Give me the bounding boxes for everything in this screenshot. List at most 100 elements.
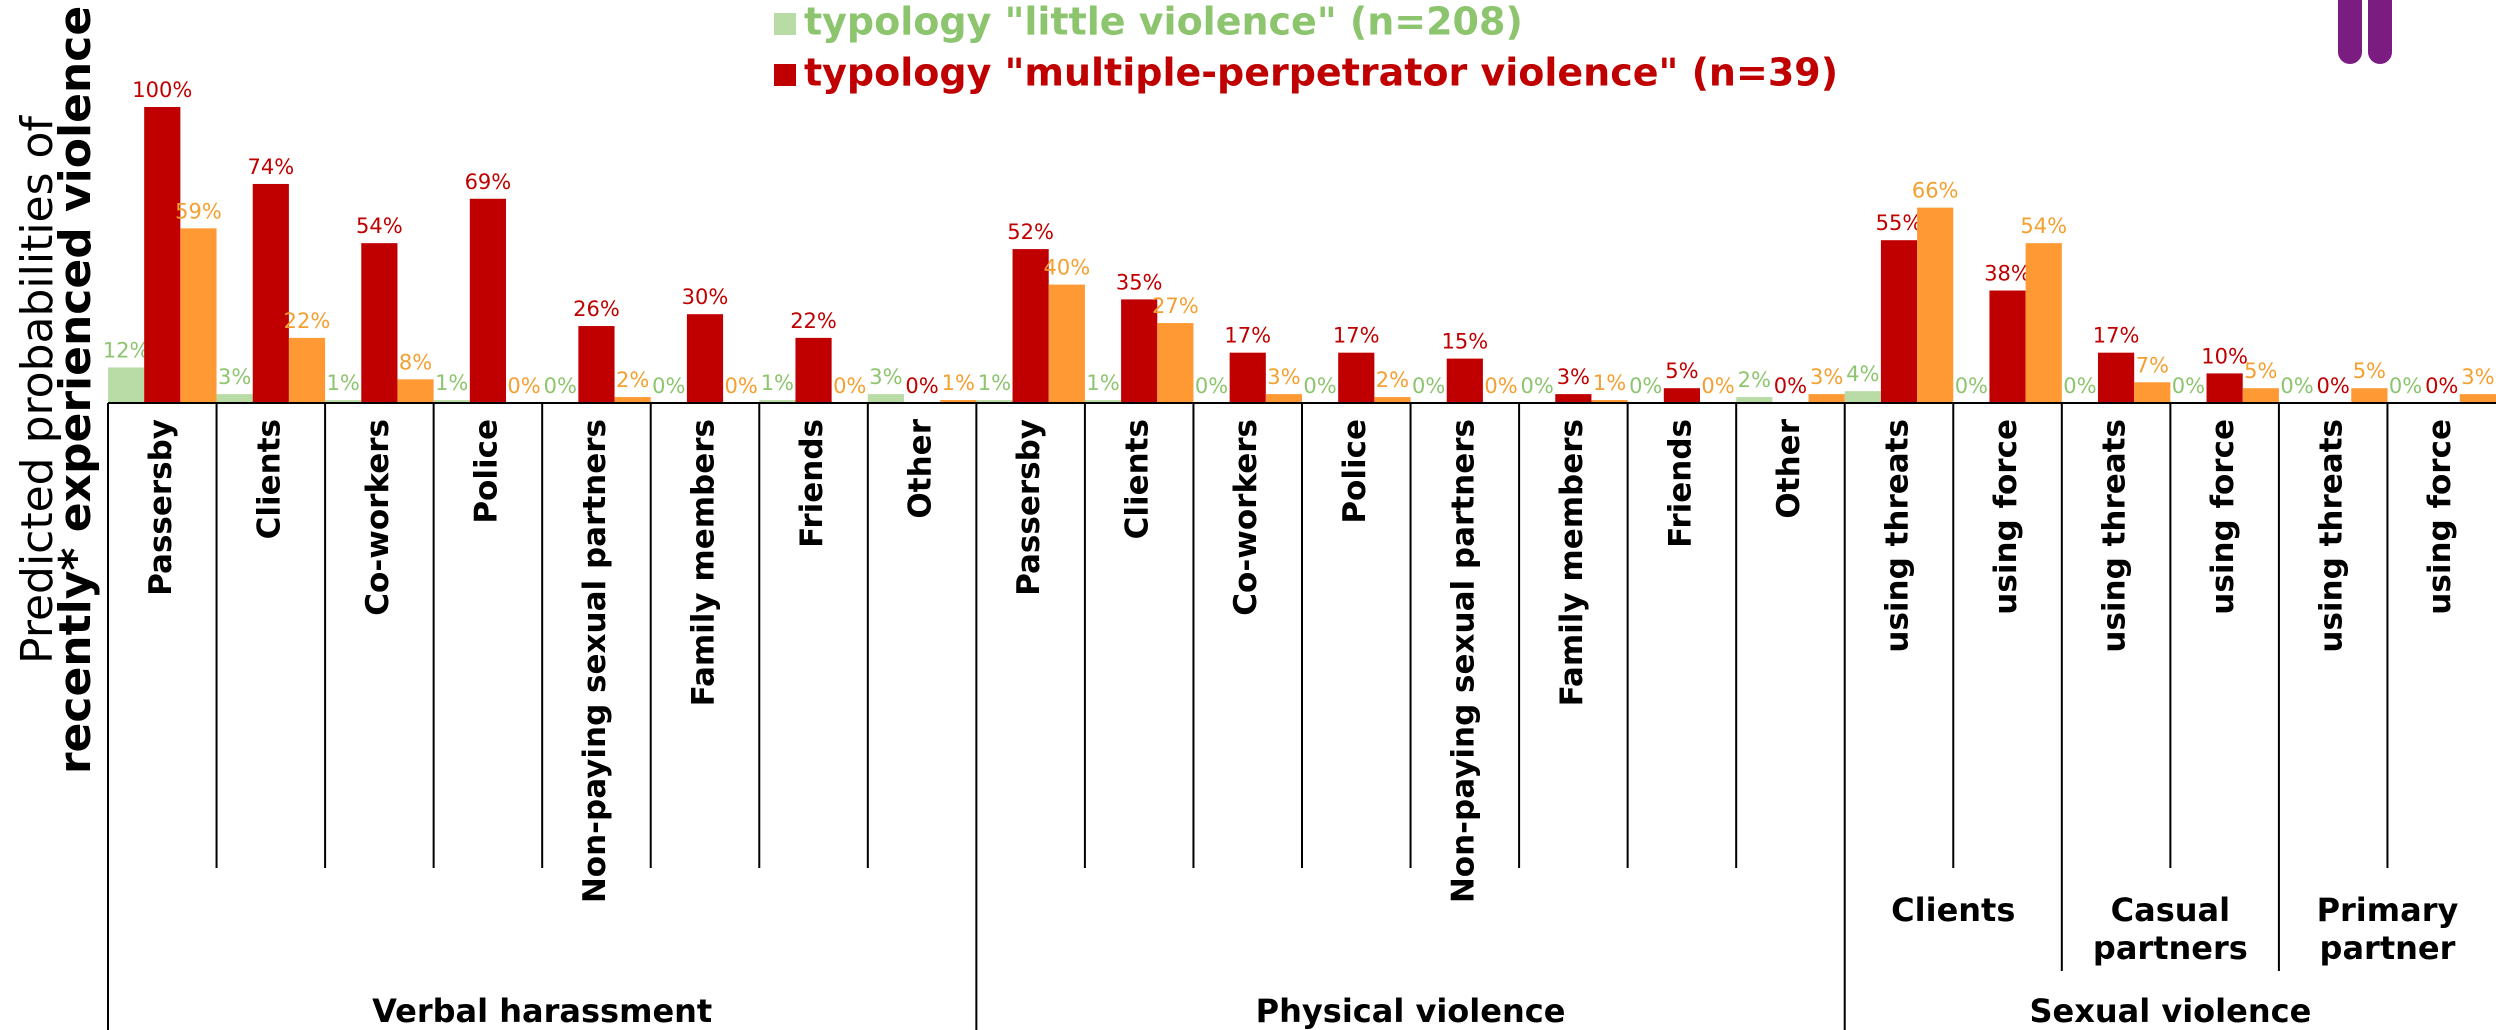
value-label: 0% bbox=[1521, 374, 1554, 398]
bar bbox=[1808, 394, 1845, 403]
bar bbox=[2242, 388, 2279, 403]
bar bbox=[867, 394, 904, 403]
bar bbox=[578, 326, 615, 403]
value-label: 15% bbox=[1441, 330, 1488, 354]
value-label: 2% bbox=[616, 368, 649, 392]
bar bbox=[2134, 382, 2171, 403]
y-axis-label: recently* experienced violence bbox=[50, 6, 101, 774]
x-tick-label: Friends bbox=[794, 419, 830, 548]
bar bbox=[1084, 400, 1122, 403]
x-tick-label: Police bbox=[468, 419, 504, 524]
bar bbox=[216, 394, 253, 403]
value-label: 3% bbox=[869, 365, 902, 389]
bar bbox=[469, 198, 506, 403]
value-label: 3% bbox=[2461, 365, 2494, 389]
x-tick-label: Other bbox=[903, 418, 939, 518]
value-label: 59% bbox=[175, 199, 222, 223]
x-tick-label: Passersby bbox=[1011, 419, 1047, 596]
bar bbox=[144, 107, 181, 403]
value-label: 3% bbox=[1810, 365, 1843, 389]
x-tick-label: using force bbox=[1988, 419, 2024, 615]
value-label: 17% bbox=[2093, 324, 2140, 348]
x-tick-label: Clients bbox=[251, 419, 287, 539]
value-label: 1% bbox=[1593, 371, 1626, 395]
value-label: 1% bbox=[978, 371, 1011, 395]
subgroup-label: partners bbox=[2093, 929, 2248, 967]
value-label: 0% bbox=[905, 374, 938, 398]
x-tick-label: Friends bbox=[1662, 419, 1698, 548]
bar bbox=[1989, 290, 2026, 403]
bar bbox=[1012, 249, 1049, 403]
value-label: 1% bbox=[1086, 371, 1119, 395]
value-label: 0% bbox=[2317, 374, 2350, 398]
value-label: 0% bbox=[2280, 374, 2313, 398]
value-label: 0% bbox=[1629, 374, 1662, 398]
value-label: 0% bbox=[1195, 374, 1228, 398]
value-label: 7% bbox=[2136, 353, 2169, 377]
bar bbox=[1157, 323, 1194, 403]
bar bbox=[1663, 388, 1700, 403]
value-label: 0% bbox=[1303, 374, 1336, 398]
group-label: Physical violence bbox=[1256, 992, 1566, 1030]
bar bbox=[288, 337, 326, 403]
bar bbox=[361, 243, 398, 403]
bar bbox=[1736, 397, 1773, 403]
value-label: 27% bbox=[1152, 294, 1199, 318]
value-label: 0% bbox=[1955, 374, 1988, 398]
bar bbox=[1121, 299, 1158, 403]
logo-bar bbox=[2368, 0, 2392, 64]
value-label: 0% bbox=[544, 374, 577, 398]
bar bbox=[397, 379, 434, 403]
x-tick-label: Co-workers bbox=[360, 419, 396, 616]
value-label: 1% bbox=[435, 371, 468, 395]
value-label: 0% bbox=[725, 374, 758, 398]
value-label: 54% bbox=[2020, 214, 2067, 238]
value-label: 1% bbox=[327, 371, 360, 395]
value-label: 1% bbox=[761, 371, 794, 395]
x-tick-label: using threats bbox=[2314, 419, 2350, 653]
logo-bar bbox=[2338, 0, 2362, 64]
bar bbox=[1844, 391, 1881, 403]
bar bbox=[759, 400, 796, 403]
value-label: 0% bbox=[2172, 374, 2205, 398]
value-label: 0% bbox=[652, 374, 685, 398]
legend-label: typology "little violence" (n=208) bbox=[804, 0, 1523, 44]
y-axis-label: Predicted probabilities of bbox=[12, 115, 63, 664]
value-label: 54% bbox=[356, 214, 403, 238]
value-label: 17% bbox=[1333, 324, 1380, 348]
bar bbox=[940, 400, 977, 403]
value-label: 26% bbox=[573, 297, 620, 321]
bar bbox=[1048, 284, 1085, 403]
legend-swatch bbox=[774, 13, 796, 35]
value-label: 0% bbox=[2425, 374, 2458, 398]
group-label: Sexual violence bbox=[2029, 992, 2311, 1030]
value-label: 12% bbox=[103, 338, 150, 362]
bar bbox=[1917, 207, 1954, 403]
bar bbox=[2025, 243, 2062, 403]
bar bbox=[2098, 352, 2135, 403]
value-label: 0% bbox=[1701, 374, 1734, 398]
value-label: 5% bbox=[1665, 359, 1698, 383]
bar bbox=[614, 397, 651, 403]
value-label: 35% bbox=[1116, 270, 1163, 294]
subgroup-label: Primary bbox=[2317, 891, 2459, 929]
value-label: 22% bbox=[284, 309, 331, 333]
value-label: 8% bbox=[399, 350, 432, 374]
bar bbox=[1880, 240, 1918, 403]
bar bbox=[1555, 394, 1592, 403]
value-label: 1% bbox=[942, 371, 975, 395]
value-label: 0% bbox=[1412, 374, 1445, 398]
value-label: 10% bbox=[2201, 344, 2248, 368]
x-tick-label: Non-paying sexual partners bbox=[1445, 419, 1481, 903]
bar bbox=[433, 400, 470, 403]
bar bbox=[1338, 352, 1375, 403]
bar bbox=[1446, 358, 1483, 403]
x-tick-label: Passersby bbox=[143, 419, 179, 596]
bar bbox=[976, 400, 1013, 403]
subgroup-label: Casual bbox=[2111, 891, 2230, 929]
value-label: 0% bbox=[1484, 374, 1517, 398]
subgroup-label: Clients bbox=[1891, 891, 2015, 929]
value-label: 2% bbox=[1376, 368, 1409, 392]
value-label: 0% bbox=[833, 374, 866, 398]
